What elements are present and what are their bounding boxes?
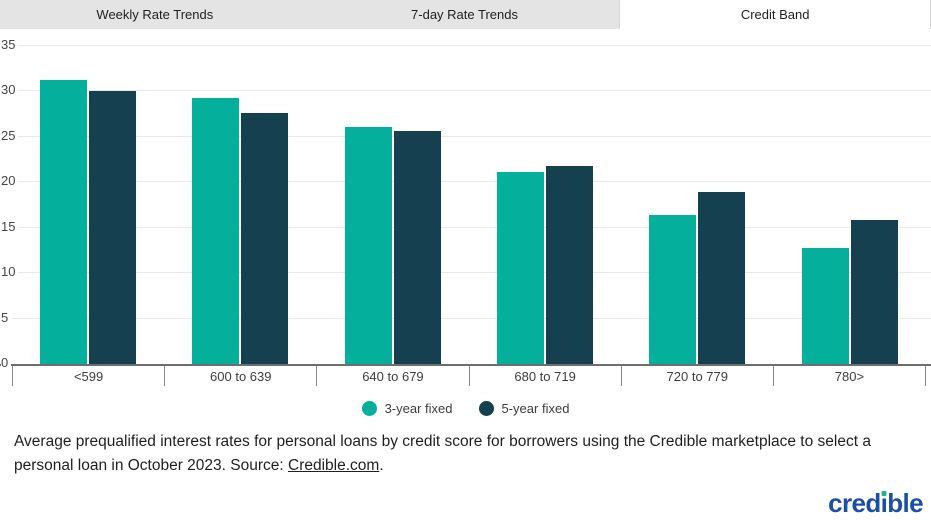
- bar-3-year-fixed-600 to 639: [192, 97, 240, 364]
- y-axis-label-20: 20: [1, 174, 19, 189]
- gridline-15: [12, 226, 931, 228]
- caption-period: .: [379, 457, 384, 474]
- logo-letter-i: ı: [880, 488, 888, 518]
- x-axis-label-720 to 779: 720 to 779: [620, 366, 773, 386]
- x-axis-label-600 to 639: 600 to 639: [164, 366, 316, 386]
- bar-group-<599: [12, 46, 164, 364]
- gridline-10: [12, 272, 931, 274]
- x-axis-label-640 to 679: 640 to 679: [316, 366, 468, 386]
- bar-3-year-fixed-680 to 719: [497, 172, 545, 364]
- bar-groups: [12, 46, 926, 364]
- bar-3-year-fixed-640 to 679: [344, 126, 392, 364]
- bar-5-year-fixed-<599: [89, 90, 137, 364]
- gridline-35: [12, 45, 931, 46]
- y-axis-label-30: 30: [1, 83, 19, 98]
- gridline-5: [12, 317, 931, 319]
- bar-group-600 to 639: [164, 46, 316, 364]
- legend-item-5-year-fixed: 5-year fixed: [478, 400, 570, 416]
- x-axis-label-780>: 780>: [772, 366, 925, 386]
- chart-legend: 3-year fixed 5-year fixed: [0, 395, 931, 421]
- bar-5-year-fixed-640 to 679: [393, 131, 441, 364]
- legend-label: 3-year fixed: [384, 400, 453, 416]
- gridline-20: [12, 181, 931, 183]
- bar-group-720 to 779: [621, 46, 773, 364]
- y-axis-label-15: 15: [1, 219, 19, 234]
- y-axis-label-5: 5: [1, 310, 12, 325]
- bar-group-680 to 719: [469, 46, 621, 364]
- logo-text-pre: cred: [828, 488, 881, 518]
- legend-dot-icon: [478, 400, 494, 416]
- x-axis-labels: <599 600 to 639 640 to 679 680 to 719 720 to…: [12, 366, 926, 386]
- bar-group-780>: [774, 46, 926, 364]
- gridline-25: [12, 135, 931, 137]
- x-axis-label-680 to 719: 680 to 719: [468, 366, 621, 386]
- legend-label: 5-year fixed: [501, 400, 570, 416]
- chart-caption: Average prequalified interest rates for …: [14, 430, 919, 478]
- tab-credit-band[interactable]: Credit Band: [619, 0, 931, 29]
- caption-text: Average prequalified interest rates for …: [14, 433, 871, 474]
- bar-5-year-fixed-680 to 719: [546, 165, 594, 364]
- logo-text-post: ble: [887, 488, 923, 518]
- gridline-30: [12, 90, 931, 92]
- bar-chart-plot-area: 0 5 10 15 20 25 30 35: [0, 29, 931, 370]
- tab-weekly-rate-trends[interactable]: Weekly Rate Trends: [0, 0, 310, 29]
- y-axis-label-25: 25: [1, 128, 19, 143]
- logo-row: credı ble: [828, 488, 924, 518]
- bar-5-year-fixed-600 to 639: [241, 113, 289, 364]
- bar-3-year-fixed-780>: [801, 247, 849, 364]
- legend-dot-icon: [361, 400, 377, 416]
- tab-label: Credit Band: [740, 7, 810, 22]
- legend-item-3-year-fixed: 3-year fixed: [361, 400, 453, 416]
- tab-label: Weekly Rate Trends: [96, 7, 214, 22]
- x-axis-label-<599: <599: [12, 366, 164, 386]
- bar-5-year-fixed-780>: [850, 219, 898, 364]
- bar-3-year-fixed-<599: [40, 79, 88, 364]
- y-axis-label-0: 0: [1, 356, 12, 370]
- credible-source-link[interactable]: Credible.com: [288, 457, 380, 474]
- bar-3-year-fixed-720 to 779: [649, 215, 697, 364]
- tab-7day-rate-trends[interactable]: 7-day Rate Trends: [310, 0, 620, 29]
- tab-bar: Weekly Rate Trends 7-day Rate Trends Cre…: [0, 0, 931, 29]
- tab-label: 7-day Rate Trends: [411, 7, 518, 22]
- bar-group-640 to 679: [317, 46, 469, 364]
- y-axis-label-10: 10: [1, 265, 19, 280]
- x-axis-line: [0, 364, 931, 366]
- logo-green-dot-icon: [881, 490, 887, 496]
- credible-logo: credı ble: [828, 488, 924, 518]
- bar-5-year-fixed-720 to 779: [698, 192, 746, 364]
- y-axis-label-35: 35: [1, 38, 19, 52]
